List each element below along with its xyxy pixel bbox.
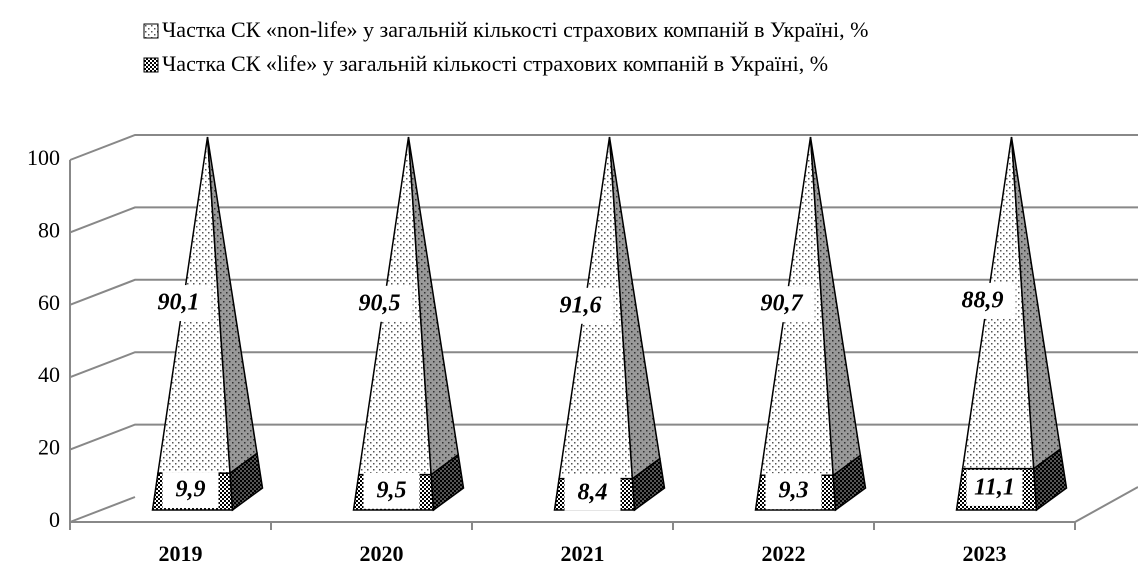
data-label-box xyxy=(966,469,1023,506)
data-label: 90,1 xyxy=(158,290,200,316)
x-tick-label: 2021 xyxy=(561,541,605,566)
x-tick-label: 2020 xyxy=(360,541,404,566)
y-tick-label: 80 xyxy=(38,217,60,242)
data-label: 9,3 xyxy=(779,478,809,504)
pyramid-side xyxy=(206,136,258,475)
data-label: 8,4 xyxy=(578,479,608,505)
data-label: 9,5 xyxy=(377,477,407,503)
x-tick-label: 2019 xyxy=(159,541,203,566)
y-tick-label: 40 xyxy=(38,362,60,387)
legend-swatch xyxy=(143,23,159,39)
pyramid-side xyxy=(1010,136,1062,471)
grid-line xyxy=(69,134,1138,161)
legend-swatch xyxy=(143,57,159,73)
pyramid-side xyxy=(407,136,460,476)
data-label: 9,9 xyxy=(176,477,206,503)
legend-label: Частка СК «life» у загальній кількості с… xyxy=(162,51,828,76)
data-label-box xyxy=(748,286,815,323)
pyramid-side xyxy=(608,136,661,481)
x-tick-label: 2023 xyxy=(963,541,1007,566)
data-label-box xyxy=(363,472,420,509)
data-label-box xyxy=(145,285,212,322)
floor xyxy=(69,486,1138,523)
data-label-box xyxy=(765,473,822,510)
data-label-box xyxy=(162,472,219,509)
x-tick-label: 2022 xyxy=(762,541,806,566)
y-tick-label: 20 xyxy=(38,435,60,460)
data-label: 90,7 xyxy=(761,291,804,317)
data-label: 88,9 xyxy=(962,287,1004,313)
data-label-box xyxy=(346,285,413,322)
data-label-box xyxy=(547,287,614,324)
y-tick-label: 0 xyxy=(49,507,60,532)
data-label: 90,5 xyxy=(359,290,401,316)
legend-label: Частка СК «non-life» у загальній кількос… xyxy=(162,17,868,42)
data-label: 91,6 xyxy=(560,292,602,318)
data-label-box xyxy=(564,474,621,511)
data-label: 11,1 xyxy=(974,474,1015,500)
y-tick-label: 100 xyxy=(27,145,60,170)
data-label-box xyxy=(949,282,1016,319)
pyramid-side xyxy=(809,136,862,477)
y-tick-label: 60 xyxy=(38,290,60,315)
